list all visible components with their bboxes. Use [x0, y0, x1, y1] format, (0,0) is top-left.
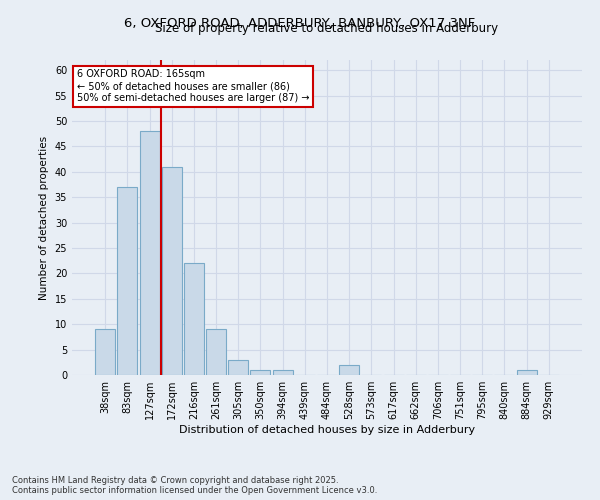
Bar — [184, 263, 204, 375]
Bar — [162, 166, 182, 375]
X-axis label: Distribution of detached houses by size in Adderbury: Distribution of detached houses by size … — [179, 425, 475, 435]
Bar — [228, 360, 248, 375]
Bar — [206, 330, 226, 375]
Bar — [517, 370, 536, 375]
Text: 6 OXFORD ROAD: 165sqm
← 50% of detached houses are smaller (86)
50% of semi-deta: 6 OXFORD ROAD: 165sqm ← 50% of detached … — [77, 70, 310, 102]
Bar — [339, 365, 359, 375]
Y-axis label: Number of detached properties: Number of detached properties — [39, 136, 49, 300]
Bar — [95, 330, 115, 375]
Title: Size of property relative to detached houses in Adderbury: Size of property relative to detached ho… — [155, 22, 499, 35]
Bar — [140, 131, 160, 375]
Text: Contains HM Land Registry data © Crown copyright and database right 2025.
Contai: Contains HM Land Registry data © Crown c… — [12, 476, 377, 495]
Bar — [272, 370, 293, 375]
Bar — [118, 187, 137, 375]
Text: 6, OXFORD ROAD, ADDERBURY, BANBURY, OX17 3NF: 6, OXFORD ROAD, ADDERBURY, BANBURY, OX17… — [124, 18, 476, 30]
Bar — [250, 370, 271, 375]
